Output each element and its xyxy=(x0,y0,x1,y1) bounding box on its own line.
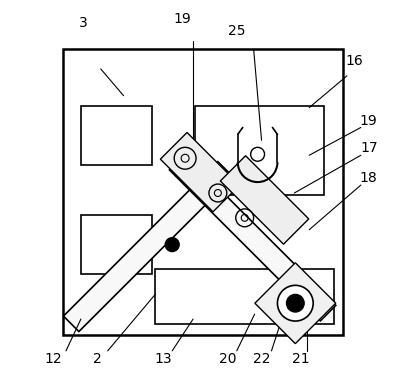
Text: 22: 22 xyxy=(253,352,270,366)
Polygon shape xyxy=(63,162,233,331)
Bar xyxy=(81,105,152,165)
Text: 18: 18 xyxy=(360,171,378,185)
Text: 20: 20 xyxy=(219,352,237,366)
Text: 19: 19 xyxy=(360,114,378,127)
Text: 16: 16 xyxy=(345,54,363,68)
Bar xyxy=(195,105,324,195)
Text: 12: 12 xyxy=(44,352,62,366)
Polygon shape xyxy=(220,156,309,244)
Text: 25: 25 xyxy=(228,24,245,38)
Circle shape xyxy=(287,294,304,312)
Text: 21: 21 xyxy=(293,352,310,366)
Bar xyxy=(63,49,343,335)
Polygon shape xyxy=(160,132,240,212)
Text: 17: 17 xyxy=(360,141,378,155)
Polygon shape xyxy=(169,154,336,321)
Polygon shape xyxy=(255,263,336,344)
Text: 2: 2 xyxy=(93,352,102,366)
Bar xyxy=(155,270,334,324)
Text: 13: 13 xyxy=(154,352,172,366)
Circle shape xyxy=(277,285,313,321)
Bar xyxy=(81,215,152,275)
Text: 3: 3 xyxy=(79,16,87,30)
Text: 19: 19 xyxy=(173,12,191,26)
Circle shape xyxy=(165,238,179,251)
